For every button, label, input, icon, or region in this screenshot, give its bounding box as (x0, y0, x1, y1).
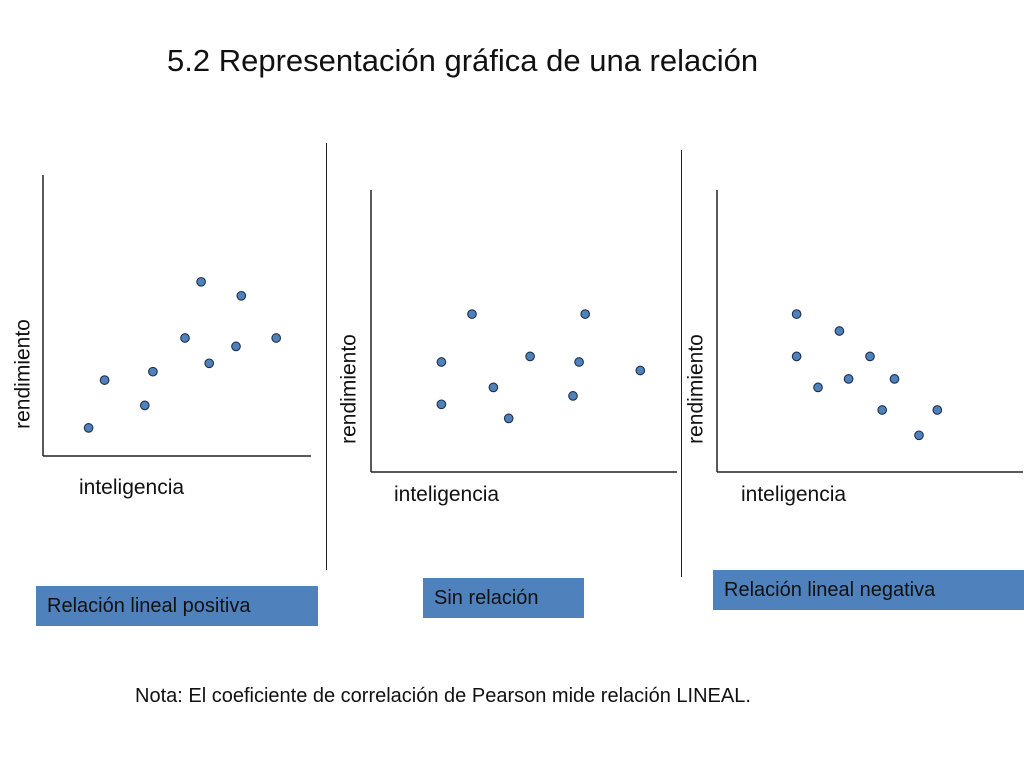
panel-positive (42, 175, 311, 457)
data-point (436, 357, 447, 367)
caption-none: Sin relación (423, 578, 584, 618)
x-axis-label: inteligencia (394, 483, 500, 506)
caption-positive: Relación lineal positiva (36, 586, 318, 626)
data-point (236, 290, 247, 301)
data-point (488, 382, 499, 393)
data-point (83, 423, 94, 433)
points-negative (791, 309, 943, 441)
data-point (436, 399, 447, 410)
data-point (148, 366, 158, 377)
data-point (503, 413, 514, 424)
data-point (791, 309, 802, 319)
data-point (580, 309, 591, 319)
data-point (568, 391, 578, 401)
x-axis-label: inteligencia (79, 476, 185, 499)
data-point (525, 351, 535, 362)
divider-line-right (681, 150, 682, 577)
data-point (139, 400, 150, 411)
data-point (914, 430, 924, 441)
data-point (467, 309, 477, 319)
panel-none (370, 190, 677, 473)
x-axis-label: inteligencia (741, 483, 847, 506)
data-point (843, 374, 854, 384)
y-axis-label: rendimiento (337, 334, 361, 444)
data-point (813, 382, 823, 393)
data-point (834, 326, 845, 336)
data-point (574, 357, 584, 367)
data-point (865, 351, 875, 362)
y-axis-label: rendimiento (11, 319, 35, 429)
points-positive (83, 276, 282, 433)
data-point (231, 341, 241, 352)
slide-title: 5.2 Representación gráfica de una relaci… (167, 43, 759, 78)
y-axis-label: rendimiento (684, 334, 708, 444)
points-none (436, 309, 646, 424)
caption-negative: Relación lineal negativa (713, 570, 1024, 610)
data-point (791, 351, 802, 362)
data-point (196, 276, 206, 287)
data-point (877, 405, 888, 415)
data-point (932, 405, 943, 415)
data-point (271, 333, 282, 343)
divider-line-left (326, 143, 327, 570)
data-point (635, 365, 646, 376)
footnote: Nota: El coeficiente de correlación de P… (135, 685, 751, 707)
data-point (180, 333, 190, 343)
data-point (204, 358, 215, 369)
data-point (99, 375, 110, 385)
panel-negative (716, 190, 1023, 473)
data-point (889, 374, 900, 384)
